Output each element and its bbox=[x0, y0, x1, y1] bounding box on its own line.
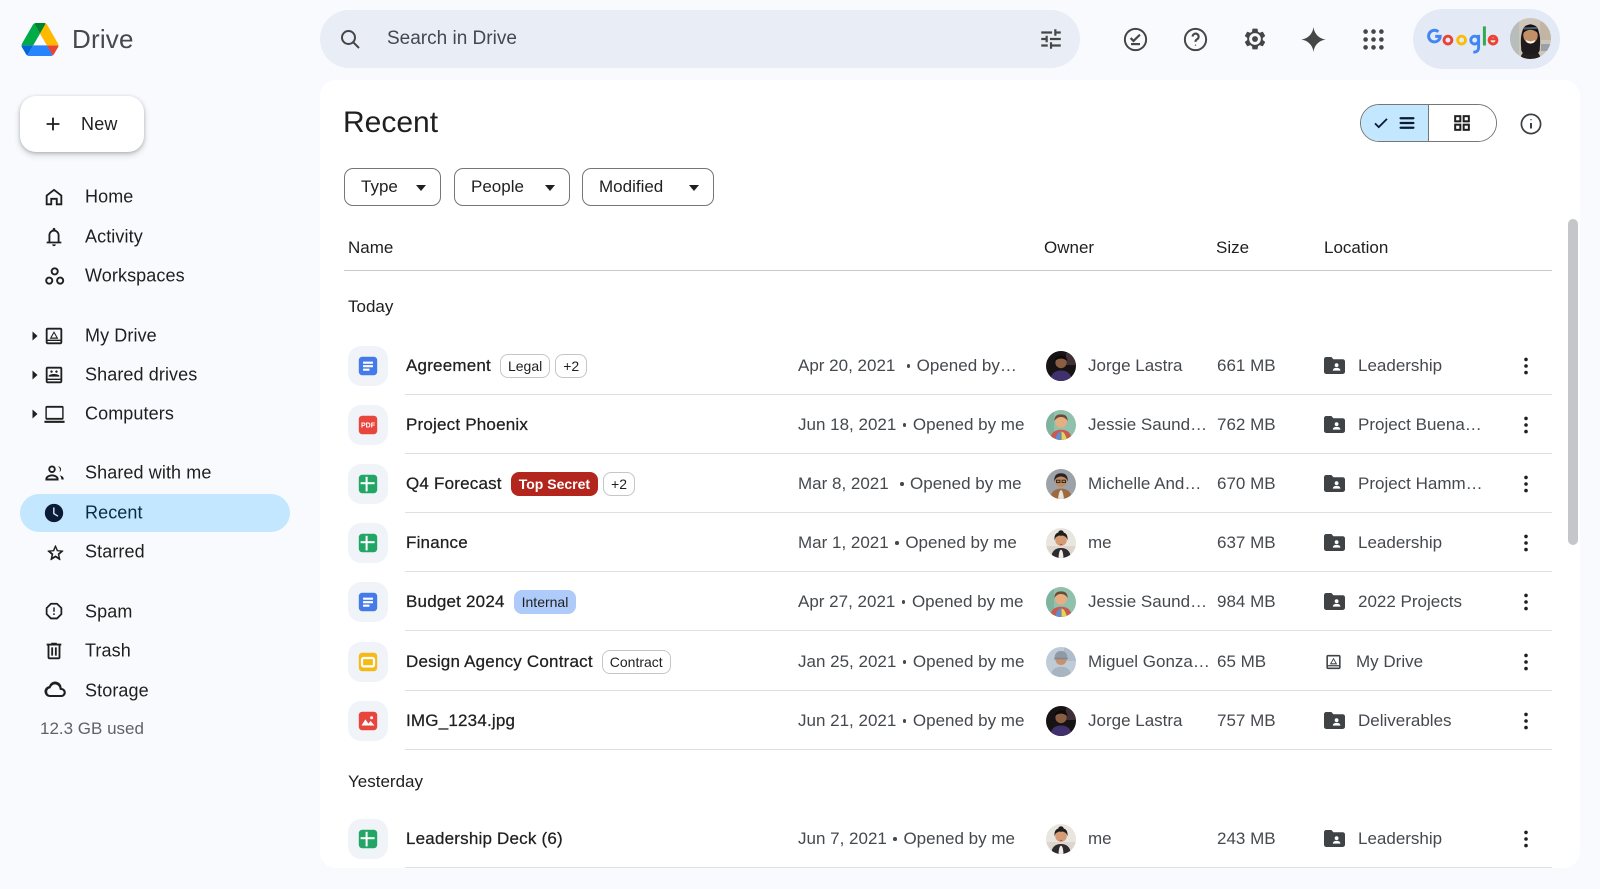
svg-text:PDF: PDF bbox=[361, 423, 376, 430]
